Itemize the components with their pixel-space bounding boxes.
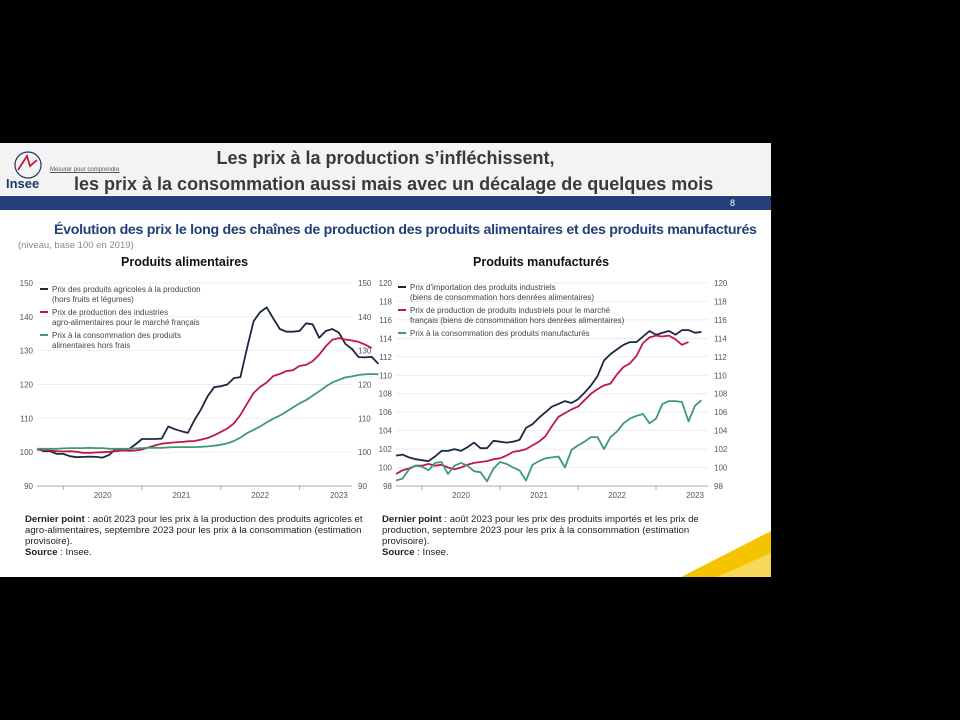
source-label: Source — [382, 547, 415, 558]
slide: Insee Mesurer pour comprendre Les prix à… — [0, 143, 771, 577]
source-label: Source — [25, 547, 58, 558]
x-tick-label: 2021 — [530, 491, 548, 500]
legend-label-0: Prix des produits agricoles à la product… — [52, 285, 201, 304]
y-tick-label-left: 116 — [379, 316, 392, 325]
y-tick-label-right: 98 — [714, 482, 723, 491]
y-tick-label-left: 118 — [379, 297, 392, 306]
source-text: : Insee. — [414, 547, 449, 558]
y-tick-label-left: 98 — [383, 482, 392, 491]
y-tick-label-right: 120 — [358, 381, 372, 390]
chart-produits-alimentaires: 90 90 100 100 110 110 120 120 130 130 140 140 150 150… — [20, 279, 379, 500]
source-text: : Insee. — [57, 547, 92, 558]
x-tick-label: 2022 — [251, 491, 269, 500]
y-tick-label-right: 90 — [358, 482, 367, 491]
y-tick-label-right: 116 — [714, 316, 727, 325]
x-tick-label: 2021 — [172, 491, 190, 500]
x-tick-label: 2023 — [330, 491, 348, 500]
series-line-0 — [395, 329, 702, 463]
y-tick-label-left: 130 — [20, 347, 34, 356]
x-tick-label: 2020 — [94, 491, 112, 500]
y-tick-label-right: 150 — [358, 279, 372, 288]
legend-label-2: Prix à la consommation des produits alime… — [52, 331, 181, 350]
logo-text: Insee — [6, 176, 40, 191]
y-tick-label-right: 130 — [358, 347, 372, 356]
y-tick-label-left: 108 — [379, 390, 393, 399]
x-tick-label: 2022 — [608, 491, 626, 500]
y-tick-label-right: 118 — [714, 297, 727, 306]
chart-produits-manufactures: 98 98 100 100 102 102 104 104 106 106 108 108 110 110… — [379, 279, 728, 500]
y-tick-label-left: 114 — [379, 334, 392, 343]
y-tick-label-left: 120 — [379, 279, 393, 288]
y-tick-label-right: 114 — [714, 334, 727, 343]
y-tick-label-left: 140 — [20, 313, 34, 322]
y-tick-label-left: 112 — [379, 353, 392, 362]
note-label: Dernier point — [382, 514, 442, 525]
series-line-2 — [37, 373, 379, 450]
note-text: : août 2023 pour les prix des produits i… — [382, 514, 699, 547]
x-tick-label: 2020 — [452, 491, 470, 500]
series-line-2 — [395, 399, 703, 483]
y-tick-label-left: 100 — [379, 464, 393, 473]
y-tick-label-right: 102 — [714, 445, 728, 454]
panel-title-alimentaires: Produits alimentaires — [121, 255, 249, 269]
y-tick-label-right: 108 — [714, 390, 728, 399]
page-number: 8 — [729, 198, 735, 208]
y-tick-label-right: 120 — [714, 279, 728, 288]
y-tick-label-right: 100 — [714, 464, 728, 473]
y-tick-label-left: 110 — [379, 371, 392, 380]
slide-header: Insee Mesurer pour comprendre Les prix à… — [0, 143, 771, 195]
y-tick-label-left: 100 — [20, 448, 34, 457]
y-tick-label-left: 104 — [379, 427, 393, 436]
series-line-0 — [36, 306, 379, 459]
legend-label-0: Prix d'importation des produits industri… — [410, 283, 594, 302]
note-label: Dernier point — [25, 514, 85, 525]
panel-title-manufactures: Produits manufacturés — [473, 255, 610, 269]
y-tick-label-left: 120 — [20, 381, 34, 390]
y-tick-label-left: 110 — [20, 414, 33, 423]
corner-decoration — [681, 531, 771, 577]
legend-label-2: Prix à la consommation des produits manu… — [410, 329, 590, 338]
y-tick-label-left: 150 — [20, 279, 34, 288]
y-tick-label-right: 100 — [358, 448, 372, 457]
y-tick-label-right: 112 — [714, 353, 727, 362]
y-tick-label-left: 106 — [379, 408, 393, 417]
y-tick-label-right: 106 — [714, 408, 728, 417]
y-tick-label-right: 110 — [714, 371, 727, 380]
y-tick-label-left: 90 — [24, 482, 33, 491]
slide-title-line1: Les prix à la production s’infléchissent… — [216, 148, 555, 168]
legend-label-1: Prix de production de produits industrie… — [410, 306, 625, 325]
legend-label-1: Prix de production des industries agro-al… — [52, 308, 200, 327]
figure-title: Évolution des prix le long des chaînes d… — [54, 222, 757, 238]
header-bar — [0, 196, 771, 210]
x-tick-label: 2023 — [686, 491, 704, 500]
y-tick-label-right: 140 — [358, 313, 372, 322]
y-tick-label-left: 102 — [379, 445, 393, 454]
figure-subtitle: (niveau, base 100 en 2019) — [18, 240, 134, 251]
y-tick-label-right: 104 — [714, 427, 728, 436]
note-text: : août 2023 pour les prix à la productio… — [25, 514, 363, 547]
note-alimentaires: Dernier point : août 2023 pour les prix … — [25, 514, 375, 558]
y-tick-label-right: 110 — [358, 414, 371, 423]
series-line-1 — [36, 337, 373, 454]
insee-logo-icon — [14, 151, 42, 179]
slide-title-line2: les prix à la consommation aussi mais av… — [74, 174, 714, 194]
note-manufactures: Dernier point : août 2023 pour les prix … — [382, 514, 732, 558]
tagline: Mesurer pour comprendre — [50, 167, 120, 173]
